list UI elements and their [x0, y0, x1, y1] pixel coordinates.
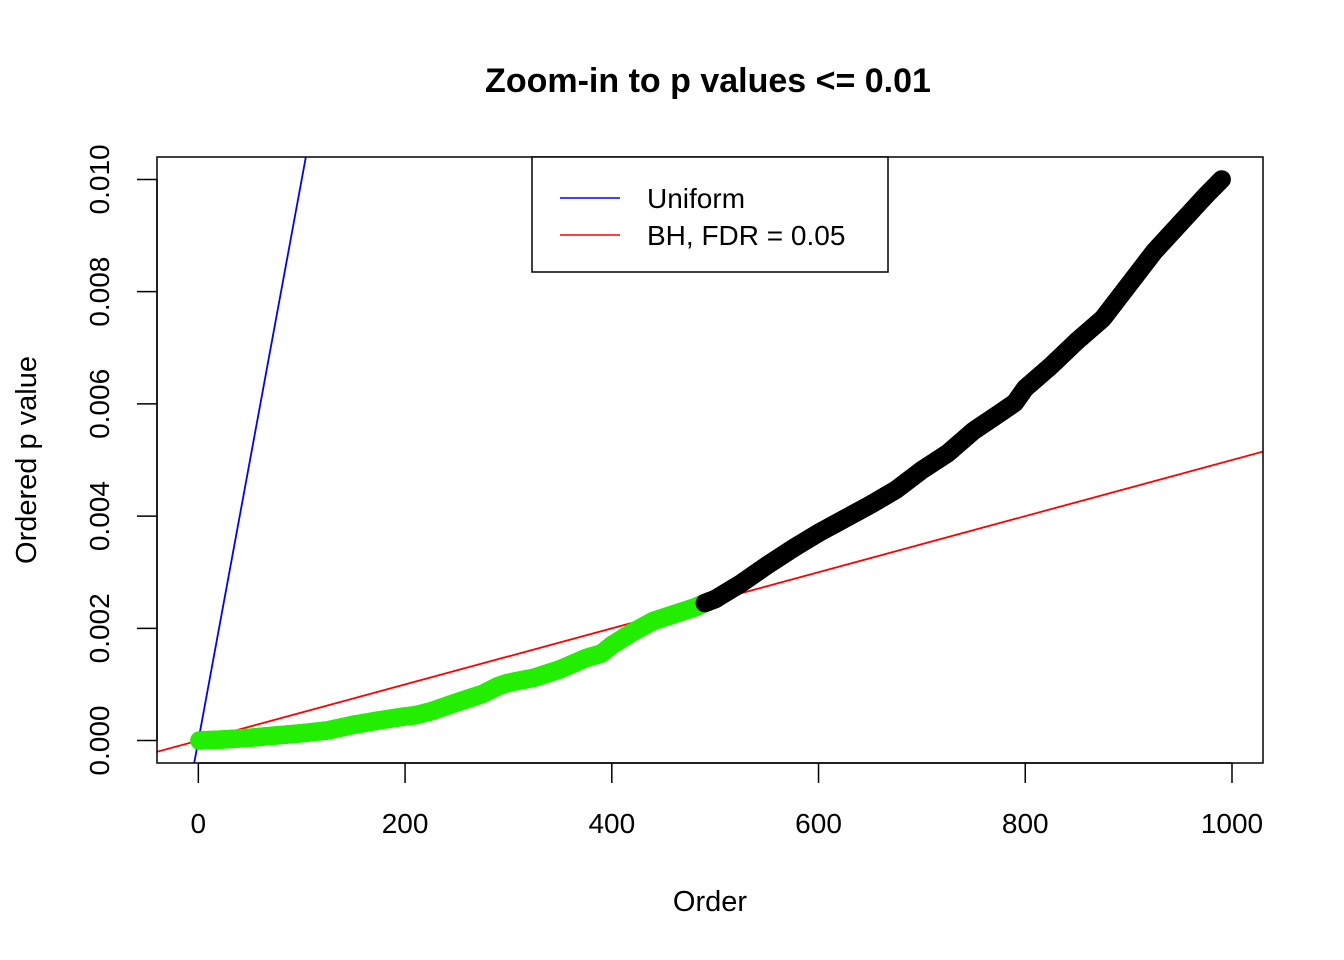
- legend-uniform-label: Uniform: [647, 183, 745, 214]
- legend: Uniform BH, FDR = 0.05: [531, 156, 889, 273]
- y-tick-label: 0.004: [84, 481, 115, 551]
- legend-bh-label: BH, FDR = 0.05: [647, 220, 845, 251]
- y-axis-label: Ordered p value: [11, 356, 43, 564]
- chart-title: Zoom-in to p values <= 0.01: [485, 62, 931, 100]
- legend-box: [531, 156, 889, 273]
- reference-lines: [157, 157, 1263, 763]
- y-tick-label: 0.002: [84, 593, 115, 663]
- x-tick-label: 0: [191, 808, 207, 839]
- y-tick-label: 0.000: [84, 706, 115, 776]
- x-tick-label: 400: [588, 808, 635, 839]
- x-axis: 0 200 400 600 800 1000: [191, 762, 1263, 839]
- y-tick-label: 0.006: [84, 369, 115, 439]
- y-axis: 0.000 0.002 0.004 0.006 0.008 0.010: [84, 144, 158, 776]
- uniform-line: [193, 157, 307, 763]
- x-tick-label: 600: [795, 808, 842, 839]
- nonsignificant-point: [1212, 170, 1231, 189]
- x-tick-label: 200: [382, 808, 429, 839]
- y-tick-label: 0.008: [84, 257, 115, 327]
- data-points: [190, 170, 1231, 750]
- x-tick-label: 1000: [1201, 808, 1263, 839]
- x-tick-label: 800: [1002, 808, 1049, 839]
- x-axis-label: Order: [673, 886, 747, 918]
- y-tick-label: 0.010: [84, 144, 115, 214]
